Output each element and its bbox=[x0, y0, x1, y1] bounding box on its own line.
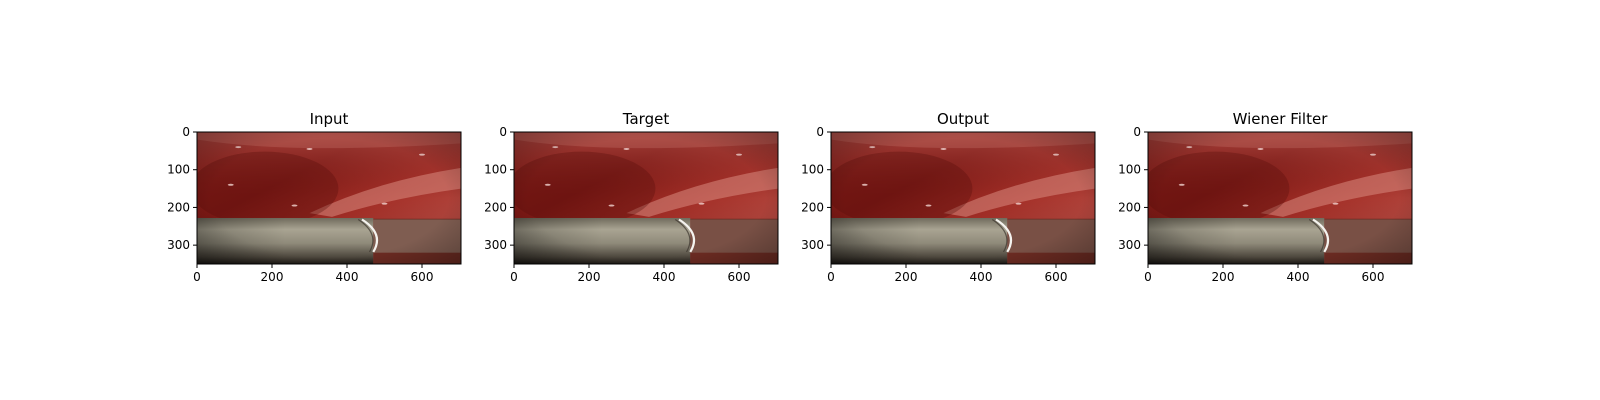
x-tick-label: 600 bbox=[728, 270, 751, 284]
x-tick-label: 0 bbox=[827, 270, 835, 284]
y-tick-label: 100 bbox=[484, 163, 507, 177]
y-tick-label: 0 bbox=[816, 125, 824, 139]
panel-image bbox=[831, 132, 1095, 264]
x-tick-label: 400 bbox=[336, 270, 359, 284]
y-tick-label: 200 bbox=[1118, 200, 1141, 214]
x-tick-label: 400 bbox=[1287, 270, 1310, 284]
x-tick-label: 0 bbox=[1144, 270, 1152, 284]
x-tick-label: 600 bbox=[1362, 270, 1385, 284]
panel-image bbox=[514, 132, 778, 264]
panel-image bbox=[197, 132, 461, 264]
x-tick-label: 0 bbox=[510, 270, 518, 284]
y-tick-label: 300 bbox=[484, 238, 507, 252]
x-tick-label: 200 bbox=[1212, 270, 1235, 284]
y-tick-label: 100 bbox=[801, 163, 824, 177]
y-tick-label: 200 bbox=[484, 200, 507, 214]
y-tick-label: 200 bbox=[167, 200, 190, 214]
panel-1: Input 0 200 400 600 0 100 200 300 bbox=[167, 110, 462, 284]
y-tick-label: 300 bbox=[167, 238, 190, 252]
panel-4: Wiener Filter 0 200 400 600 0 100 200 300 bbox=[1118, 110, 1413, 284]
panel-title: Input bbox=[310, 110, 349, 128]
x-tick-label: 600 bbox=[411, 270, 434, 284]
x-tick-label: 200 bbox=[261, 270, 284, 284]
y-tick-label: 0 bbox=[499, 125, 507, 139]
panel-title: Target bbox=[622, 110, 670, 128]
x-tick-label: 600 bbox=[1045, 270, 1068, 284]
x-tick-label: 400 bbox=[653, 270, 676, 284]
x-tick-label: 400 bbox=[970, 270, 993, 284]
x-tick-label: 200 bbox=[895, 270, 918, 284]
y-tick-label: 0 bbox=[1133, 125, 1141, 139]
axes-frame bbox=[830, 131, 1096, 265]
y-tick-label: 0 bbox=[182, 125, 190, 139]
y-tick-label: 300 bbox=[801, 238, 824, 252]
panel-title: Wiener Filter bbox=[1233, 110, 1329, 128]
panel-3: Output 0 200 400 600 0 100 200 300 bbox=[801, 110, 1096, 284]
y-tick-label: 100 bbox=[1118, 163, 1141, 177]
panel-2: Target 0 200 400 600 0 100 200 300 bbox=[484, 110, 779, 284]
y-tick-label: 300 bbox=[1118, 238, 1141, 252]
x-tick-label: 200 bbox=[578, 270, 601, 284]
axes-frame bbox=[196, 131, 462, 265]
axes-frame bbox=[1147, 131, 1413, 265]
x-tick-label: 0 bbox=[193, 270, 201, 284]
axes-frame bbox=[513, 131, 779, 265]
y-tick-label: 100 bbox=[167, 163, 190, 177]
panel-title: Output bbox=[937, 110, 989, 128]
y-tick-label: 200 bbox=[801, 200, 824, 214]
panel-image bbox=[1148, 132, 1412, 264]
